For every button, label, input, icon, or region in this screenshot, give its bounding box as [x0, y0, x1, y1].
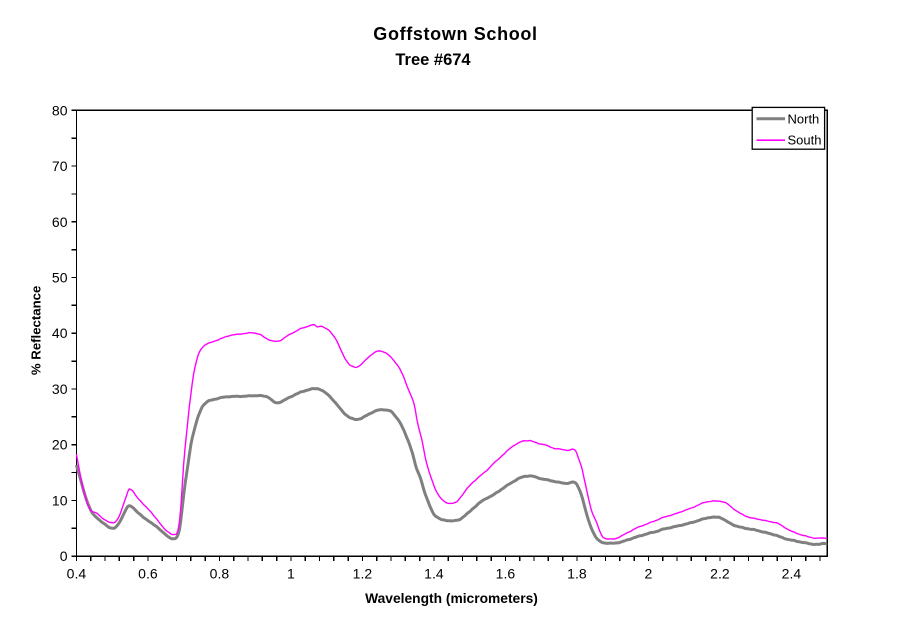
svg-text:1.8: 1.8 [567, 566, 587, 582]
svg-text:South: South [788, 133, 822, 148]
svg-text:20: 20 [52, 437, 68, 453]
svg-text:40: 40 [52, 325, 68, 341]
svg-text:30: 30 [52, 381, 68, 397]
svg-text:0.8: 0.8 [210, 566, 230, 582]
svg-text:1.6: 1.6 [496, 566, 516, 582]
svg-text:0.4: 0.4 [67, 566, 87, 582]
svg-text:0: 0 [60, 548, 68, 564]
svg-text:0.6: 0.6 [138, 566, 158, 582]
svg-text:Wavelength (micrometers): Wavelength (micrometers) [365, 591, 538, 606]
svg-text:80: 80 [52, 102, 68, 118]
svg-text:70: 70 [52, 158, 68, 174]
svg-text:2: 2 [645, 566, 653, 582]
svg-text:50: 50 [52, 270, 68, 286]
svg-text:North: North [788, 111, 820, 126]
svg-text:10: 10 [52, 493, 68, 509]
svg-text:1: 1 [287, 566, 295, 582]
svg-text:2.4: 2.4 [782, 566, 802, 582]
svg-text:Goffstown School: Goffstown School [373, 24, 537, 44]
svg-text:1.4: 1.4 [424, 566, 444, 582]
svg-text:Tree #674: Tree #674 [395, 51, 471, 69]
svg-text:1.2: 1.2 [353, 566, 373, 582]
svg-text:% Reflectance: % Reflectance [29, 286, 44, 375]
svg-text:2.2: 2.2 [710, 566, 730, 582]
svg-text:60: 60 [52, 214, 68, 230]
